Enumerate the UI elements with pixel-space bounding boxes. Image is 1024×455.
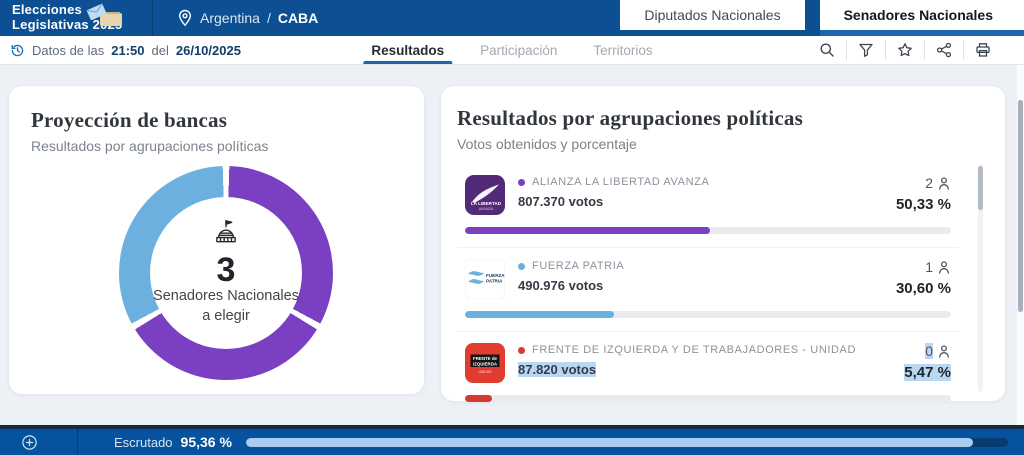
svg-text:UNIDAD: UNIDAD xyxy=(479,370,493,374)
breadcrumb-location[interactable]: Argentina / CABA xyxy=(153,9,318,27)
svg-text:AVANZA: AVANZA xyxy=(479,207,494,211)
party-name: FUERZA PATRIA xyxy=(532,260,625,272)
data-date: 26/10/2025 xyxy=(175,42,241,58)
data-time: 21:50 xyxy=(111,42,145,58)
party-color-dot xyxy=(518,346,525,354)
page-scrollbar-thumb[interactable] xyxy=(1018,100,1023,312)
party-color-dot xyxy=(518,178,525,186)
seats-total: 3 xyxy=(216,251,236,290)
view-tabs: Resultados Participación Territorios xyxy=(363,36,653,64)
person-icon xyxy=(937,344,951,359)
party-right: 1 30,60 % xyxy=(896,259,951,297)
seats-card-subtitle: Resultados por agrupaciones políticas xyxy=(31,138,269,154)
escrutado-progress-track xyxy=(245,437,1008,447)
seats-donut-chart: 3 Senadores Nacionales a elegir xyxy=(119,166,333,380)
chamber-tabs: Diputados Nacionales Senadores Nacionale… xyxy=(620,0,1024,36)
breadcrumb-separator: / xyxy=(266,10,271,26)
ballot-box-icon xyxy=(86,3,128,29)
party-seats-count: 1 xyxy=(925,259,933,275)
tab-territorios[interactable]: Territorios xyxy=(593,42,653,58)
party-list: LA LIBERTAD AVANZA ALIANZA LA LIBERTAD A… xyxy=(457,164,1005,415)
scrollbar-notch xyxy=(1017,0,1024,30)
party-vote-bar-fill xyxy=(465,395,492,402)
party-main: FRENTE DE IZQUIERDA Y DE TRABAJADORES - … xyxy=(518,343,891,381)
tab-diputados-nacionales[interactable]: Diputados Nacionales xyxy=(620,0,805,30)
results-card-title: Resultados por agrupaciones políticas xyxy=(457,106,803,130)
escrutado-percent: 95,36 % xyxy=(180,434,232,450)
party-vote-bar-fill xyxy=(465,311,614,318)
seats-label-line1: Senadores Nacionales xyxy=(153,288,299,305)
toolbar-actions xyxy=(808,40,1002,60)
app-logo[interactable]: Elecciones Legislativas 2025 xyxy=(0,0,152,36)
star-icon[interactable] xyxy=(885,40,924,60)
list-scrollbar[interactable] xyxy=(978,164,983,392)
party-votes: 490.976 votos xyxy=(518,278,604,293)
zoom-plus-icon[interactable] xyxy=(21,434,38,451)
data-timestamp: Datos de las 21:50 del 26/10/2025 xyxy=(10,43,241,58)
filter-icon[interactable] xyxy=(846,40,885,60)
party-vote-bar xyxy=(465,395,951,402)
party-main: FUERZA PATRIA 490.976 votos xyxy=(518,259,883,297)
party-vote-bar xyxy=(465,311,951,318)
toolbar: Datos de las 21:50 del 26/10/2025 Result… xyxy=(0,36,1024,65)
svg-text:IZQUIERDA: IZQUIERDA xyxy=(473,362,498,367)
tab-resultados[interactable]: Resultados xyxy=(363,36,452,64)
capitol-icon xyxy=(211,219,241,251)
party-row[interactable]: LA LIBERTAD AVANZA ALIANZA LA LIBERTAD A… xyxy=(457,164,959,247)
breadcrumb-country[interactable]: Argentina xyxy=(200,10,260,26)
party-name: FRENTE DE IZQUIERDA Y DE TRABAJADORES - … xyxy=(532,344,857,356)
party-row[interactable]: FUERZA PATRIA FUERZA PATRIA 490.976 voto… xyxy=(457,247,959,331)
scrutiny-footer: Escrutado 95,36 % xyxy=(0,429,1024,455)
app-header: Elecciones Legislativas 2025 Argentina /… xyxy=(0,0,1024,36)
svg-text:LA LIBERTAD: LA LIBERTAD xyxy=(471,201,502,206)
party-logo: FUERZA PATRIA xyxy=(465,259,505,299)
breadcrumb-region[interactable]: CABA xyxy=(277,10,319,26)
results-card-subtitle: Votos obtenidos y porcentaje xyxy=(457,136,637,152)
party-percent: 50,33 % xyxy=(895,196,951,213)
party-vote-bar-fill xyxy=(465,227,710,234)
svg-text:PATRIA: PATRIA xyxy=(486,279,503,284)
party-seats-count: 2 xyxy=(925,175,933,191)
party-color-dot xyxy=(518,262,525,270)
party-votes: 87.820 votos xyxy=(518,362,597,377)
seats-card-title: Proyección de bancas xyxy=(31,108,228,132)
tab-senadores-nacionales[interactable]: Senadores Nacionales xyxy=(819,0,1024,36)
party-right: 0 5,47 % xyxy=(904,343,951,381)
party-seats-count: 0 xyxy=(925,343,933,359)
share-icon[interactable] xyxy=(924,40,963,60)
location-pin-icon xyxy=(177,9,193,27)
page-scrollbar[interactable] xyxy=(1017,65,1024,425)
party-vote-bar xyxy=(465,227,951,234)
tab-participacion[interactable]: Participación xyxy=(480,42,558,58)
history-clock-icon xyxy=(10,43,25,58)
donut-center: 3 Senadores Nacionales a elegir xyxy=(150,197,302,349)
app-logo-text: Elecciones Legislativas 2025 xyxy=(12,2,123,32)
footer-divider xyxy=(77,429,78,455)
party-logo: FRENTE de IZQUIERDA UNIDAD xyxy=(465,343,505,383)
print-icon[interactable] xyxy=(963,40,1002,60)
main-content: Proyección de bancas Resultados por agru… xyxy=(0,65,1024,425)
party-percent: 30,60 % xyxy=(895,280,951,297)
escrutado-progress-fill xyxy=(245,437,973,447)
seats-label-line2: a elegir xyxy=(202,308,250,324)
results-card: Resultados por agrupaciones políticas Vo… xyxy=(440,85,1006,402)
party-right: 2 50,33 % xyxy=(896,175,951,213)
escrutado-label: Escrutado xyxy=(114,434,173,450)
svg-text:FUERZA: FUERZA xyxy=(486,273,505,278)
person-icon xyxy=(937,260,951,275)
party-percent: 5,47 % xyxy=(904,364,951,381)
svg-text:FRENTE de: FRENTE de xyxy=(473,356,497,361)
search-icon[interactable] xyxy=(808,40,846,60)
party-name: ALIANZA LA LIBERTAD AVANZA xyxy=(532,176,710,188)
party-logo: LA LIBERTAD AVANZA xyxy=(465,175,505,215)
header-divider xyxy=(152,0,153,36)
person-icon xyxy=(937,176,951,191)
party-votes: 807.370 votos xyxy=(518,194,604,209)
party-main: ALIANZA LA LIBERTAD AVANZA 807.370 votos xyxy=(518,175,883,213)
party-row[interactable]: FRENTE de IZQUIERDA UNIDAD FRENTE DE IZQ… xyxy=(457,331,959,415)
seats-projection-card: Proyección de bancas Resultados por agru… xyxy=(8,85,425,395)
footer-top-strip xyxy=(0,425,1024,429)
list-scrollbar-thumb[interactable] xyxy=(978,166,983,210)
